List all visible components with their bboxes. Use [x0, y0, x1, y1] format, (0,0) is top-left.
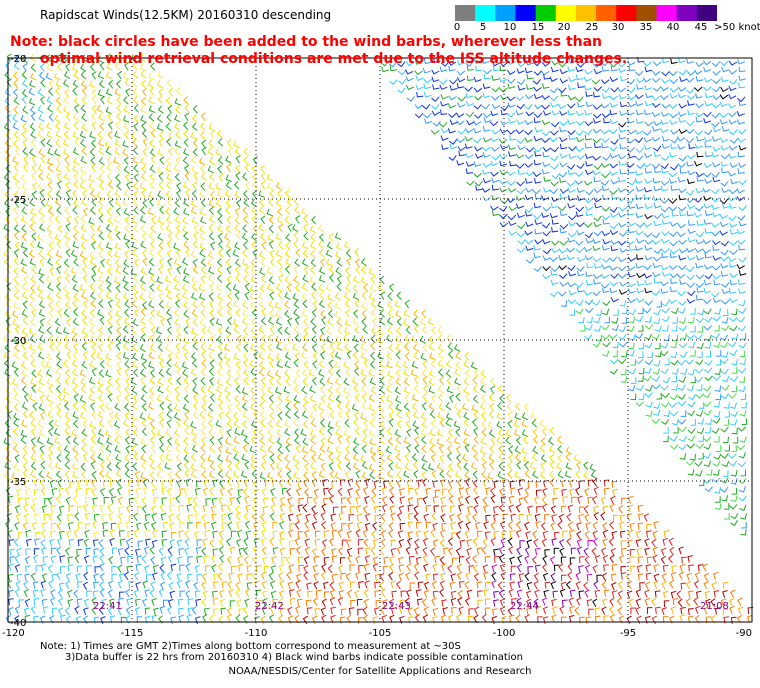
- legend-label: 40: [666, 22, 680, 33]
- legend-label: 45: [694, 22, 708, 33]
- map-labels: -20 -25 -30 -35 -40-120 -115 -110 -105 -100 -95 -9…: [2, 54, 752, 639]
- lon-label: -120: [2, 628, 25, 639]
- legend-color-bar: [455, 5, 717, 21]
- pass-time-label: 21:08: [700, 601, 729, 612]
- wind-swaths: [3, 53, 754, 625]
- legend-label: 30: [611, 22, 625, 33]
- footnote-line1: Note: 1) Times are GMT 2)Times along bot…: [40, 641, 461, 652]
- legend-label: 5: [479, 22, 487, 33]
- swath-west: [3, 53, 754, 625]
- lat-label: -30: [10, 336, 26, 347]
- lon-label: -95: [620, 628, 636, 639]
- legend-swatch: [596, 5, 617, 21]
- legend-swatch: [555, 5, 577, 21]
- legend-swatch: [676, 5, 698, 21]
- map-title: Rapidscat Winds(12.5KM) 20160310 descend…: [40, 8, 332, 22]
- legend-swatch: [575, 5, 597, 21]
- legend-label: >50 knots: [714, 22, 760, 33]
- pass-time-label: 22:43: [382, 601, 411, 612]
- legend-swatch: [475, 5, 496, 21]
- pass-time-label: 22:41: [93, 601, 122, 612]
- wind-speed-legend: 0 5 10 15 20 25 30 35 40 45 >50 knots: [454, 5, 760, 33]
- lat-label: -20: [10, 54, 26, 65]
- lon-label: -105: [369, 628, 392, 639]
- lon-label: -115: [121, 628, 144, 639]
- legend-label: 20: [557, 22, 571, 33]
- legend-label: 15: [531, 22, 545, 33]
- legend-label: 10: [503, 22, 517, 33]
- map-border: [7, 57, 753, 623]
- lat-label: -25: [10, 195, 26, 206]
- legend-swatch: [515, 5, 537, 21]
- lon-label: -90: [736, 628, 752, 639]
- pass-time-label: 22:42: [255, 601, 284, 612]
- legend-swatch: [656, 5, 678, 21]
- legend-labels: 0 5 10 15 20 25 30 35 40 45 >50 knots: [453, 22, 760, 36]
- contamination-note-line1: Note: black circles have been added to t…: [10, 34, 603, 50]
- legend-swatch: [535, 5, 557, 21]
- swath-east: [380, 57, 748, 536]
- legend-swatch: [616, 5, 637, 21]
- lat-label: -35: [10, 477, 26, 488]
- legend-label: 35: [639, 22, 653, 33]
- pass-time-label: 22:44: [510, 601, 539, 612]
- legend-swatch: [455, 5, 476, 21]
- legend-swatch: [636, 5, 658, 21]
- footnote-line2: 3)Data buffer is 22 hrs from 20160310 4)…: [65, 652, 523, 663]
- credit-line: NOAA/NESDIS/Center for Satellite Applica…: [228, 666, 532, 677]
- legend-swatch: [696, 5, 717, 21]
- map-frame: [7, 57, 753, 623]
- legend-label: 0: [453, 22, 461, 33]
- legend-label: 25: [585, 22, 599, 33]
- lon-label: -100: [493, 628, 516, 639]
- lat-lon-grid: [8, 58, 752, 622]
- lat-label: -40: [10, 618, 26, 629]
- contamination-note-line2: optimal wind retrieval conditions are me…: [40, 51, 628, 67]
- lon-label: -110: [245, 628, 268, 639]
- legend-swatch: [495, 5, 516, 21]
